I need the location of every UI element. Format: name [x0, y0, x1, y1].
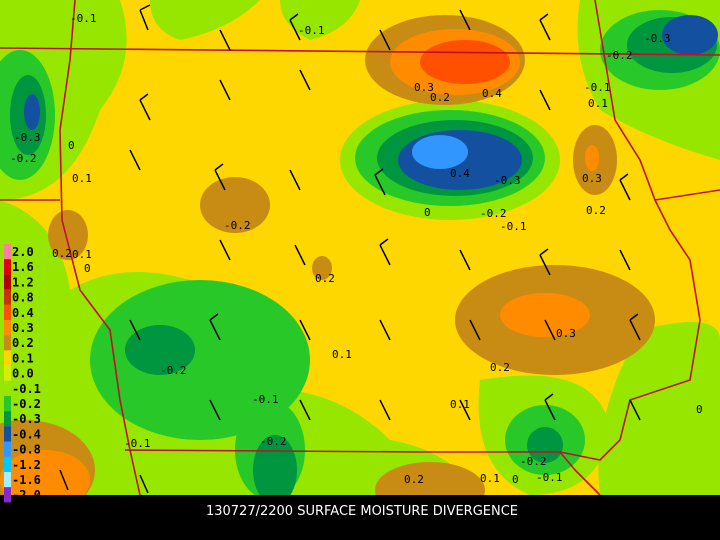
- legend-swatch: [4, 244, 11, 260]
- legend-label: 0.1: [12, 351, 34, 365]
- contour-label: -0.1: [298, 24, 325, 37]
- legend-label: 1.2: [12, 275, 34, 289]
- contour-label: 0.4: [450, 167, 470, 180]
- legend-label: 0.3: [12, 321, 34, 335]
- legend-label: -0.4: [12, 427, 41, 441]
- legend-label: -0.1: [12, 382, 41, 396]
- legend-swatch: [4, 487, 11, 503]
- contour-label: -0.3: [494, 174, 521, 187]
- contour-label: 0: [68, 139, 75, 152]
- contour-label: -0.1: [536, 471, 563, 484]
- legend-swatch: [4, 274, 11, 290]
- legend-label: -1.6: [12, 473, 41, 487]
- contour-label: -0.1: [252, 393, 279, 406]
- contour-label: -0.2: [606, 49, 633, 62]
- wind-barbs: [59, 4, 641, 494]
- contour-label: -0.1: [500, 220, 527, 233]
- contour-label: 0: [696, 403, 703, 416]
- legend-swatch: [4, 380, 11, 396]
- legend-swatch: [4, 289, 11, 305]
- contour-label: -0.2: [10, 152, 37, 165]
- contour-label: 0.1: [450, 398, 470, 411]
- legend-label: -0.8: [12, 443, 41, 457]
- contour-label: 0.2: [315, 272, 335, 285]
- contour-label: 0.2: [490, 361, 510, 374]
- contour-label: 0: [424, 206, 431, 219]
- legend-swatch: [4, 441, 11, 457]
- field-shading: [0, 0, 720, 520]
- contour-label: 0.4: [482, 87, 502, 100]
- caption: 130727/2200 SURFACE MOISTURE DIVERGENCE: [206, 504, 518, 519]
- contour-label: -0.3: [14, 131, 41, 144]
- legend-label: -0.2: [12, 397, 41, 411]
- contour-label: 0.3: [582, 172, 602, 185]
- contour-label: 0.2: [404, 473, 424, 486]
- legend-swatch: [4, 320, 11, 336]
- contour-label: 0.1: [72, 172, 92, 185]
- contour-label: 0.3: [556, 327, 576, 340]
- state-borders: [0, 0, 720, 496]
- legend-label: 1.6: [12, 260, 34, 274]
- legend-label: 0.0: [12, 367, 34, 381]
- contour-label: -0.2: [480, 207, 507, 220]
- contour-label: -0.3: [644, 32, 671, 45]
- legend-swatch: [4, 411, 11, 427]
- contour-label: -0.1: [124, 437, 151, 450]
- contour-label: 0.2: [430, 91, 450, 104]
- contour-label: 0.1: [332, 348, 352, 361]
- legend-label: -0.3: [12, 412, 41, 426]
- legend-label: 2.0: [12, 245, 34, 259]
- legend-label: 0.2: [12, 336, 34, 350]
- contour-label: -0.2: [224, 219, 251, 232]
- legend-swatch: [4, 426, 11, 442]
- legend-swatch: [4, 365, 11, 381]
- legend-label: 0.4: [12, 306, 34, 320]
- contour-label: 0.1: [480, 472, 500, 485]
- legend-swatch: [4, 259, 11, 275]
- contour-label: -0.2: [160, 364, 187, 377]
- contour-label: 0.2: [52, 247, 72, 260]
- legend-swatch: [4, 396, 11, 412]
- contour-label: -0.2: [260, 435, 287, 448]
- caption-bar: [0, 495, 720, 540]
- color-legend: 2.01.61.20.80.40.30.20.10.0-0.1-0.2-0.3-…: [4, 244, 41, 503]
- legend-swatch: [4, 335, 11, 351]
- contour-label: 0.1: [588, 97, 608, 110]
- contour-label: 0: [512, 473, 519, 486]
- legend-swatch: [4, 472, 11, 488]
- legend-label: -2.0: [12, 488, 41, 502]
- contour-label: 0: [84, 262, 91, 275]
- contour-label: -0.1: [70, 12, 97, 25]
- contour-label: -0.2: [520, 455, 547, 468]
- contour-label: 0.1: [72, 248, 92, 261]
- legend-swatch: [4, 304, 11, 320]
- contour-label: 0.3: [414, 81, 434, 94]
- legend-swatch: [4, 456, 11, 472]
- legend-label: -1.2: [12, 458, 41, 472]
- contour-labels: -0.1-0.10.30.2 0.4-0.3-0.2-0.10.1-0.3-0.2…: [10, 12, 703, 486]
- contour-label: 0.2: [586, 204, 606, 217]
- legend-swatch: [4, 350, 11, 366]
- legend-label: 0.8: [12, 291, 34, 305]
- contour-label: -0.1: [584, 81, 611, 94]
